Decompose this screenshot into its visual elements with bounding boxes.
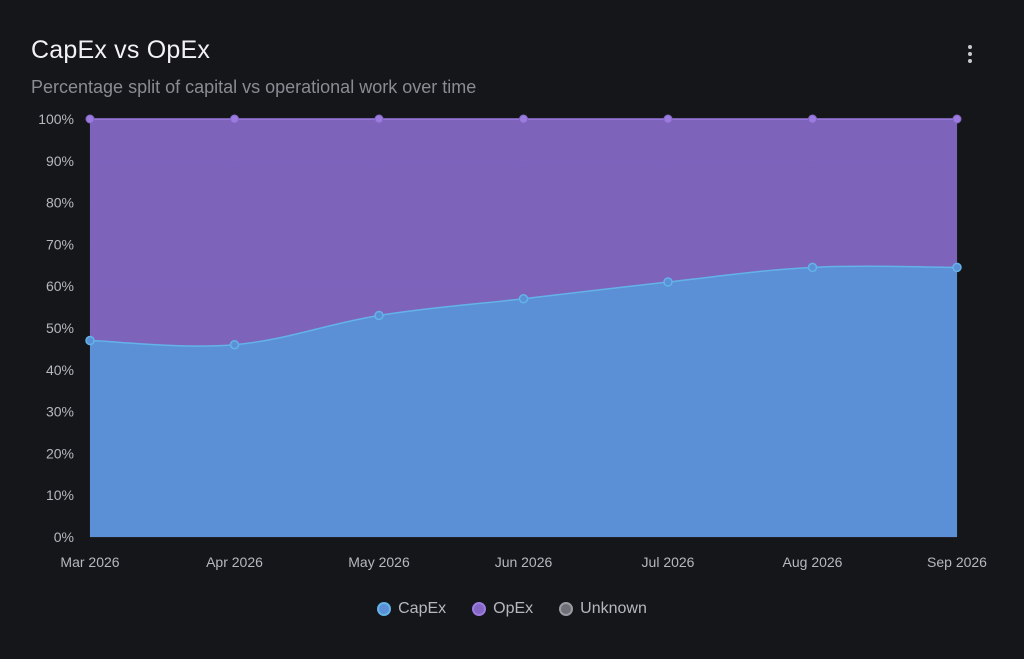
y-tick-label: 70% [46,236,74,252]
legend-item-opex[interactable]: OpEx [472,600,533,618]
capex-point [807,262,818,273]
opex-point [519,114,528,124]
opex-point [663,114,673,124]
opex-point [952,114,962,124]
chart-subtitle: Percentage split of capital vs operation… [31,77,477,97]
capex-point [952,262,962,273]
x-tick-label: Jul 2026 [642,554,695,570]
menu-dot [968,52,972,56]
opex-point [230,114,239,124]
capex-point [663,277,673,287]
y-tick-label: 0% [54,529,74,545]
stacked-area-chart: 0% 10% 20% 30% 40% 50% 60% 70% 80% 90% 100% Mar 202… [38,111,987,570]
x-tick-label: Apr 2026 [206,554,263,570]
y-tick-label: 20% [46,445,74,461]
x-tick-label: Jun 2026 [495,554,553,570]
capex-point [374,310,384,321]
y-tick-label: 40% [46,362,74,378]
capex-point [518,293,529,304]
y-tick-label: 100% [38,111,74,127]
y-tick-label: 80% [46,195,74,211]
capex-point [229,339,240,350]
x-tick-label: Mar 2026 [60,554,119,570]
capex-area [90,266,957,537]
y-tick-label: 10% [46,487,74,503]
legend-item-capex[interactable]: CapEx [377,600,446,618]
y-tick-label: 30% [46,404,74,420]
x-tick-label: May 2026 [348,554,410,570]
opex-area [90,119,957,347]
legend-label: Unknown [580,600,647,617]
opex-point [808,114,817,124]
chart-title: CapEx vs OpEx [31,36,211,64]
legend-swatch [377,602,392,616]
capex-point [85,335,95,346]
chart-legend: CapEx OpEx Unknown [0,600,1024,618]
menu-dot [968,59,972,63]
opex-point [374,114,384,124]
legend-label: OpEx [493,600,534,617]
more-vertical-icon[interactable] [956,40,984,68]
legend-item-unknown[interactable]: Unknown [559,600,647,618]
menu-dot [968,45,972,49]
legend-label: CapEx [398,600,447,617]
x-tick-label: Aug 2026 [783,554,843,570]
y-tick-label: 90% [46,153,74,169]
y-tick-label: 50% [46,320,74,336]
y-tick-label: 60% [46,278,74,294]
legend-swatch [472,602,487,616]
opex-point [85,114,95,124]
legend-swatch [559,602,574,616]
x-tick-label: Sep 2026 [927,554,987,570]
